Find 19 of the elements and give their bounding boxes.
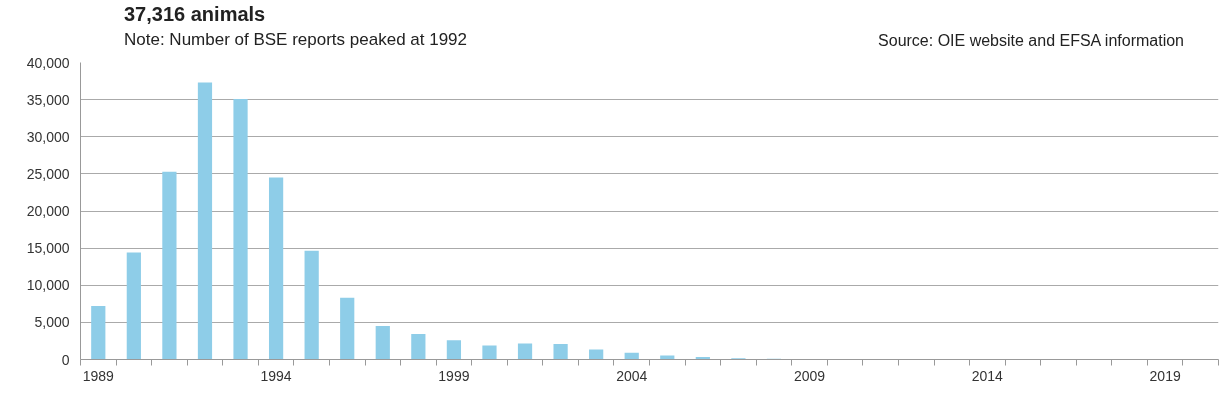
source-note: Source: OIE website and EFSA information xyxy=(878,31,1184,51)
y-tick-label: 35,000 xyxy=(26,91,70,108)
x-tick-label: 2019 xyxy=(1149,367,1181,384)
y-tick-label: 5,000 xyxy=(34,314,70,331)
y-tick-label: 40,000 xyxy=(26,54,70,71)
x-tick-label: 2009 xyxy=(793,367,826,384)
y-tick-label: 10,000 xyxy=(26,277,70,294)
x-tick-label: 1999 xyxy=(438,367,470,384)
chart-title: 37,316 animals xyxy=(124,2,266,27)
x-tick-label: 2004 xyxy=(616,367,648,384)
x-tick-label: 1994 xyxy=(260,367,292,384)
y-tick-label: 25,000 xyxy=(26,165,70,182)
y-tick-label: 15,000 xyxy=(26,240,70,257)
x-tick-label: 2014 xyxy=(971,367,1004,384)
chart-subtitle: Note: Number of BSE reports peaked at 1992 xyxy=(124,29,468,51)
y-tick-label: 30,000 xyxy=(26,128,70,145)
x-tick-label: 1989 xyxy=(82,367,115,384)
y-tick-label: 20,000 xyxy=(26,203,70,219)
y-tick-label: 0 xyxy=(61,351,70,368)
